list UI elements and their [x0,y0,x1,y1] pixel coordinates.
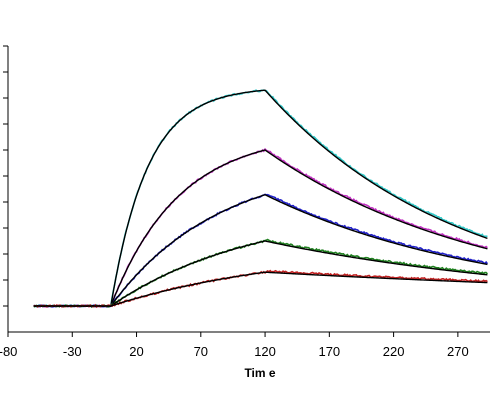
x-tick-label: -80 [0,344,17,359]
data-layer [33,89,489,309]
x-tick-label: 220 [383,344,405,359]
x-tick-label: 70 [194,344,208,359]
x-axis-title: Tim e [244,366,275,380]
ticks-layer: -80 -30 20 70 120 170 220 270 [0,45,469,359]
fit-line-3 [33,193,488,307]
x-tick-label: -30 [63,344,82,359]
x-tick-label: 20 [129,344,143,359]
fit-line-5 [33,271,488,307]
x-tick-label: 170 [318,344,340,359]
fit-line-2 [33,149,488,307]
series-line-5 [33,269,488,309]
x-tick-label: 120 [254,344,276,359]
series-line-1 [33,89,488,309]
series-line-3 [33,193,489,309]
axes-layer [7,46,490,333]
x-tick-label: 270 [447,344,469,359]
